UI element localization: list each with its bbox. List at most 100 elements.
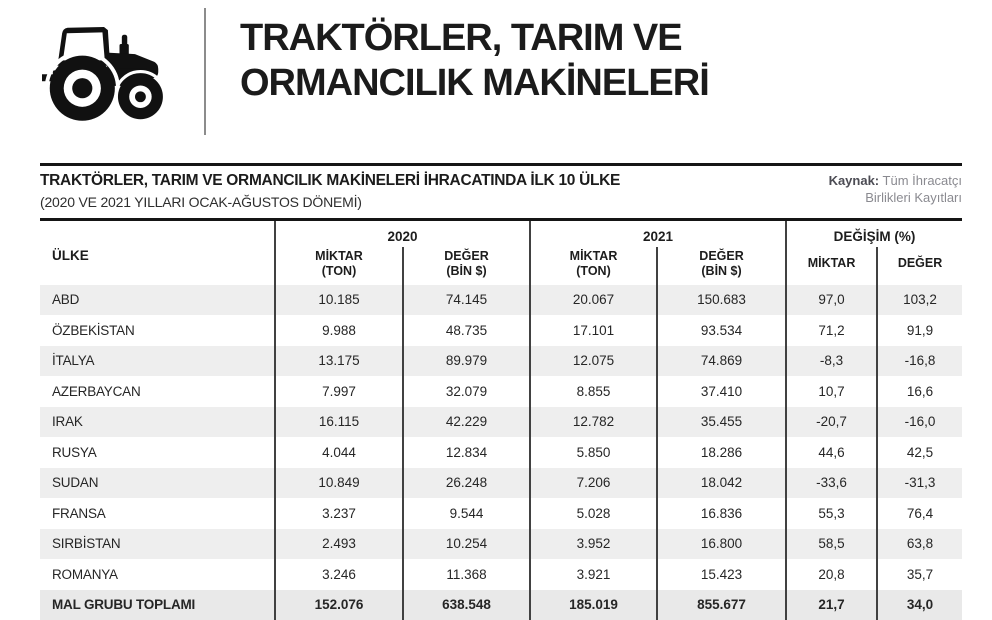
- header-2020-deger: DEĞER (BİN $): [401, 246, 531, 285]
- country-cell: FRANSA: [52, 505, 106, 521]
- value-cell: 17.101: [529, 315, 658, 346]
- header-group-2021: 2021: [529, 219, 787, 247]
- country-cell: ABD: [52, 292, 80, 308]
- header-2021-miktar: MİKTAR (TON): [529, 246, 658, 285]
- source-note: Kaynak: Tüm İhracatçı Birlikleri Kayıtla…: [829, 172, 962, 210]
- country-cell: ROMANYA: [52, 566, 118, 582]
- header-2020-miktar: MİKTAR (TON): [274, 246, 403, 285]
- value-cell: 42,5: [876, 437, 963, 468]
- total-value: 21,7: [785, 589, 878, 620]
- table-row: IRAK 16.115 42.229 12.782 35.455 -20,7 -16,0: [40, 406, 963, 437]
- value-cell: 35,7: [876, 559, 963, 590]
- country-cell: İTALYA: [52, 353, 95, 369]
- source-line2: Birlikleri Kayıtları: [865, 190, 962, 205]
- value-cell: 9.988: [274, 315, 403, 346]
- value-cell: 13.175: [274, 345, 403, 376]
- header-change-miktar: MİKTAR: [785, 246, 878, 285]
- value-cell: -16,0: [876, 406, 963, 437]
- value-cell: 3.237: [274, 498, 403, 529]
- table-row: FRANSA 3.237 9.544 5.028 16.836 55,3 76,4: [40, 498, 963, 529]
- table-subtitle: (2020 VE 2021 YILLARI OCAK-AĞUSTOS DÖNEM…: [40, 194, 362, 210]
- total-label: MAL GRUBU TOPLAMI: [52, 597, 196, 612]
- value-cell: 74.869: [656, 345, 787, 376]
- masthead: TRAKTÖRLER, TARIM VE ORMANCILIK MAKİNELE…: [0, 0, 992, 160]
- total-value: 34,0: [876, 589, 963, 620]
- value-cell: 5.850: [529, 437, 658, 468]
- country-cell: IRAK: [52, 414, 83, 430]
- value-cell: 5.028: [529, 498, 658, 529]
- total-row: MAL GRUBU TOPLAMI 152.076 638.548 185.01…: [40, 589, 963, 620]
- value-cell: 12.075: [529, 345, 658, 376]
- value-cell: 10.254: [401, 528, 531, 559]
- header-change-deger: DEĞER: [876, 246, 963, 285]
- header-group-change: DEĞİŞİM (%): [785, 219, 963, 247]
- total-value: 185.019: [529, 589, 658, 620]
- value-cell: 3.921: [529, 559, 658, 590]
- value-cell: 93.534: [656, 315, 787, 346]
- header-country: ÜLKE: [52, 247, 89, 263]
- value-cell: 20.067: [529, 284, 658, 315]
- value-cell: 10.849: [274, 467, 403, 498]
- value-cell: 55,3: [785, 498, 878, 529]
- total-value: 638.548: [401, 589, 531, 620]
- value-cell: 89.979: [401, 345, 531, 376]
- value-cell: 42.229: [401, 406, 531, 437]
- value-cell: 11.368: [401, 559, 531, 590]
- value-cell: 48.735: [401, 315, 531, 346]
- value-cell: 9.544: [401, 498, 531, 529]
- export-table: ÜLKE 2020 2021 DEĞİŞİM (%) MİKTAR (TON) D…: [40, 218, 963, 620]
- value-cell: 2.493: [274, 528, 403, 559]
- value-cell: 10,7: [785, 376, 878, 407]
- total-value: 152.076: [274, 589, 403, 620]
- value-cell: 3.952: [529, 528, 658, 559]
- table-row: AZERBAYCAN 7.997 32.079 8.855 37.410 10,7 16,6: [40, 376, 963, 407]
- value-cell: 35.455: [656, 406, 787, 437]
- value-cell: 16.115: [274, 406, 403, 437]
- value-cell: 44,6: [785, 437, 878, 468]
- table-row: SUDAN 10.849 26.248 7.206 18.042 -33,6 -31,3: [40, 467, 963, 498]
- total-value: 855.677: [656, 589, 787, 620]
- masthead-divider: [204, 8, 206, 135]
- value-cell: -33,6: [785, 467, 878, 498]
- value-cell: 16,6: [876, 376, 963, 407]
- tractor-icon: [42, 26, 166, 126]
- page-title-line1: TRAKTÖRLER, TARIM VE: [240, 17, 683, 59]
- header-2021-deger: DEĞER (BİN $): [656, 246, 787, 285]
- value-cell: 26.248: [401, 467, 531, 498]
- value-cell: 16.836: [656, 498, 787, 529]
- value-cell: 58,5: [785, 528, 878, 559]
- value-cell: 18.286: [656, 437, 787, 468]
- value-cell: 12.834: [401, 437, 531, 468]
- table-row: ABD 10.185 74.145 20.067 150.683 97,0 103,2: [40, 284, 963, 315]
- value-cell: 91,9: [876, 315, 963, 346]
- page-title: TRAKTÖRLER, TARIM VE ORMANCILIK MAKİNELE…: [240, 16, 710, 106]
- value-cell: 74.145: [401, 284, 531, 315]
- table-row: İTALYA 13.175 89.979 12.075 74.869 -8,3 -16,8: [40, 345, 963, 376]
- country-cell: ÖZBEKİSTAN: [52, 322, 135, 338]
- country-cell: SIRBİSTAN: [52, 536, 121, 552]
- value-cell: 103,2: [876, 284, 963, 315]
- table-header: ÜLKE 2020 2021 DEĞİŞİM (%) MİKTAR (TON) D…: [40, 219, 963, 285]
- page-title-line2: ORMANCILIK MAKİNELERİ: [240, 62, 710, 104]
- table-row: ROMANYA 3.246 11.368 3.921 15.423 20,8 35,7: [40, 559, 963, 590]
- section-head: TRAKTÖRLER, TARIM VE ORMANCILIK MAKİNELE…: [40, 172, 962, 210]
- section-titles: TRAKTÖRLER, TARIM VE ORMANCILIK MAKİNELE…: [40, 172, 620, 210]
- source-label: Kaynak:: [828, 173, 880, 188]
- value-cell: 15.423: [656, 559, 787, 590]
- value-cell: -16,8: [876, 345, 963, 376]
- value-cell: 37.410: [656, 376, 787, 407]
- value-cell: 63,8: [876, 528, 963, 559]
- table-title: TRAKTÖRLER, TARIM VE ORMANCILIK MAKİNELE…: [40, 172, 621, 189]
- section-rule: [40, 163, 962, 166]
- value-cell: 97,0: [785, 284, 878, 315]
- table-row: SIRBİSTAN 2.493 10.254 3.952 16.800 58,5 63,8: [40, 528, 963, 559]
- value-cell: 18.042: [656, 467, 787, 498]
- value-cell: 71,2: [785, 315, 878, 346]
- table-body: ABD 10.185 74.145 20.067 150.683 97,0 103,2 ÖZB…: [40, 284, 963, 620]
- value-cell: -8,3: [785, 345, 878, 376]
- value-cell: 16.800: [656, 528, 787, 559]
- value-cell: -20,7: [785, 406, 878, 437]
- value-cell: 7.206: [529, 467, 658, 498]
- table-row: RUSYA 4.044 12.834 5.850 18.286 44,6 42,5: [40, 437, 963, 468]
- value-cell: 150.683: [656, 284, 787, 315]
